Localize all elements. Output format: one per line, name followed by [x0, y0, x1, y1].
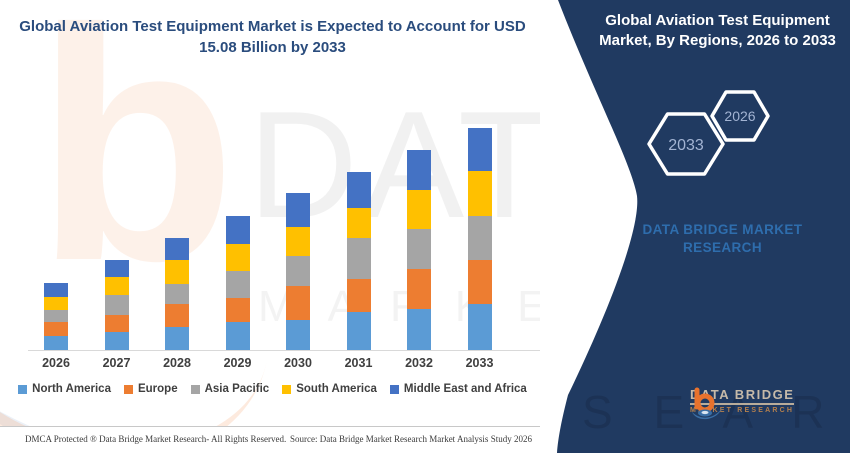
x-axis-label-2029: 2029	[223, 356, 252, 370]
hexagon-2026-label: 2026	[724, 108, 755, 124]
legend-item: Middle East and Africa	[389, 383, 527, 395]
legend-swatch-icon	[123, 384, 133, 394]
bar-segment	[225, 271, 250, 298]
bar-segment	[467, 128, 492, 171]
bar-segment	[225, 298, 250, 322]
chart-title: Global Aviation Test Equipment Market is…	[15, 16, 530, 58]
legend-swatch-icon	[282, 384, 292, 394]
x-axis-line	[28, 350, 552, 351]
panel-brand-line2: RESEARCH	[683, 240, 762, 255]
legend-label: North America	[32, 383, 111, 395]
bar-segment	[44, 297, 68, 310]
dbmr-logo-name: DATA BRIDGE	[690, 387, 795, 405]
legend-item: South America	[282, 383, 377, 395]
dbmr-logo-icon	[692, 387, 722, 420]
hexagon-2033	[647, 112, 725, 176]
dbmr-logo: DATA BRIDGE MARKET RESEARCH	[690, 387, 795, 420]
legend-item: Europe	[123, 383, 178, 395]
bar-segment	[407, 269, 431, 309]
bar-segment	[44, 283, 68, 297]
hexagon-2026	[710, 90, 770, 142]
bar-segment	[467, 304, 492, 350]
panel-watermark-text: S E A R C H	[582, 386, 850, 438]
x-axis-label-2026: 2026	[42, 356, 70, 370]
bar-segment	[165, 327, 189, 350]
bar-segment	[346, 208, 371, 238]
bar-segment	[407, 229, 431, 269]
x-axis-label-2032: 2032	[405, 356, 433, 370]
dbmr-logo-tagline: MARKET RESEARCH	[690, 407, 795, 414]
bar-segment	[165, 260, 189, 284]
panel-heading-line2: Market, By Regions, 2026 to 2033	[599, 32, 836, 49]
x-axis-label-2027: 2027	[102, 356, 131, 370]
bar-segment	[44, 336, 68, 350]
legend-item: North America	[18, 383, 111, 395]
chart-title-line2: 15.08 Billion by 2033	[199, 39, 346, 56]
x-axis-label-2033: 2033	[465, 356, 494, 370]
bar-segment	[286, 227, 310, 256]
source-note: Source: Data Bridge Market Research Mark…	[290, 434, 532, 444]
legend-label: Europe	[137, 383, 178, 395]
bar-segment	[225, 216, 250, 244]
bar-segment	[44, 310, 68, 322]
bar-segment	[286, 286, 310, 320]
bar-segment	[407, 309, 431, 350]
x-axis-label-2031: 2031	[344, 356, 373, 370]
legend-swatch-icon	[190, 384, 200, 394]
bar-segment	[165, 284, 189, 304]
bar-segment	[104, 277, 129, 295]
bar-2027	[104, 260, 129, 350]
bar-segment	[225, 244, 250, 271]
bar-segment	[467, 171, 492, 216]
chart-title-line1: Global Aviation Test Equipment Market is…	[19, 18, 526, 35]
bar-2031	[346, 172, 371, 350]
hexagon-2033-label: 2033	[668, 137, 704, 154]
bar-segment	[346, 238, 371, 279]
panel-background-graphic: S E A R C H 2033 2026	[540, 0, 850, 453]
bar-segment	[104, 332, 129, 350]
bar-segment	[165, 304, 189, 327]
bar-2030	[286, 193, 310, 350]
bar-segment	[407, 190, 431, 229]
bar-segment	[44, 322, 68, 336]
legend-swatch-icon	[18, 384, 28, 394]
legend-label: Middle East and Africa	[403, 383, 527, 395]
bar-segment	[467, 216, 492, 260]
dmca-notice: DMCA Protected ® Data Bridge Market Rese…	[25, 434, 287, 444]
panel-heading: Global Aviation Test Equipment Market, B…	[595, 11, 840, 51]
legend-swatch-icon	[389, 384, 399, 394]
right-panel: S E A R C H 2033 2026 Global Aviation Te…	[540, 0, 850, 453]
x-axis-labels: 2026 2027 2028 2029 2030 2031 2032 2033	[0, 356, 545, 374]
bar-segment	[346, 312, 371, 350]
panel-brand-line1: DATA BRIDGE MARKET	[642, 222, 803, 237]
bar-segment	[286, 193, 310, 227]
bar-2033	[467, 128, 492, 350]
bar-segment	[346, 279, 371, 312]
bar-segment	[104, 260, 129, 277]
bar-segment	[286, 320, 310, 350]
bar-segment	[346, 172, 371, 208]
bar-2029	[225, 216, 250, 350]
bar-2028	[165, 238, 189, 350]
legend-item: Asia Pacific	[190, 383, 270, 395]
x-axis-label-2028: 2028	[163, 356, 191, 370]
bar-2032	[407, 150, 431, 350]
panel-white-swoosh	[540, 0, 638, 453]
bar-segment	[467, 260, 492, 304]
x-axis-label-2030: 2030	[284, 356, 312, 370]
bar-segment	[225, 322, 250, 350]
legend-label: South America	[296, 383, 377, 395]
bar-segment	[104, 295, 129, 315]
bar-2026	[44, 283, 68, 350]
legend-label: Asia Pacific	[204, 383, 270, 395]
bar-segment	[104, 315, 129, 332]
bar-segment	[407, 150, 431, 190]
bar-segment	[286, 256, 310, 286]
chart-legend: North America Europe Asia Pacific South Ame…	[0, 383, 545, 395]
plot-area	[0, 0, 545, 350]
panel-heading-line1: Global Aviation Test Equipment	[605, 12, 830, 29]
bar-segment	[165, 238, 189, 260]
panel-brand-text: DATA BRIDGE MARKET RESEARCH	[635, 221, 810, 257]
